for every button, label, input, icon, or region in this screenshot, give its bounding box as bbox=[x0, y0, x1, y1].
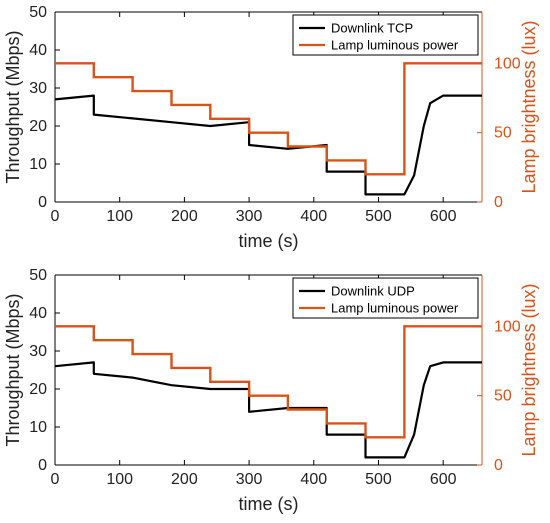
x-tick-label: 0 bbox=[51, 208, 60, 225]
x-tick-label: 400 bbox=[300, 208, 327, 225]
chart-panel-2: 0 100 200 300 400 500 60001020304050050100time… bbox=[3, 267, 539, 514]
x-tick-label: 500 bbox=[365, 471, 392, 488]
legend-box bbox=[292, 14, 479, 56]
y-tick-label: 0 bbox=[38, 457, 47, 474]
y-right-tick-label: 100 bbox=[494, 55, 521, 72]
x-tick-label: 600 bbox=[430, 208, 457, 225]
y-tick-label: 0 bbox=[38, 194, 47, 211]
y-tick-label: 40 bbox=[29, 42, 47, 59]
legend-label: Lamp luminous power bbox=[331, 38, 459, 53]
y-right-tick-label: 100 bbox=[494, 318, 521, 335]
legend-label: Downlink TCP bbox=[331, 21, 413, 36]
legend-label: Lamp luminous power bbox=[331, 301, 459, 316]
lamp-power-series bbox=[55, 325, 482, 439]
throughput-series bbox=[55, 361, 482, 459]
y-right-tick-label: 50 bbox=[494, 125, 512, 142]
x-tick-label: 100 bbox=[106, 208, 133, 225]
y-tick-label: 20 bbox=[29, 381, 47, 398]
legend-label: Downlink UDP bbox=[331, 284, 415, 299]
y-tick-label: 50 bbox=[29, 267, 47, 284]
y-right-tick-label: 0 bbox=[494, 194, 503, 211]
y-right-axis-label: Lamp brightness (lux) bbox=[519, 20, 539, 193]
chart-panel-1: 0 100 200 300 400 500 60001020304050050100time… bbox=[3, 4, 539, 251]
x-tick-label: 200 bbox=[171, 471, 198, 488]
y-axis-label: Throughput (Mbps) bbox=[3, 30, 23, 183]
x-tick-label: 100 bbox=[106, 471, 133, 488]
x-axis-label: time (s) bbox=[239, 231, 299, 251]
x-tick-label: 500 bbox=[365, 208, 392, 225]
y-tick-label: 20 bbox=[29, 118, 47, 135]
x-axis-label: time (s) bbox=[239, 494, 299, 514]
x-tick-label: 0 bbox=[51, 471, 60, 488]
y-tick-label: 10 bbox=[29, 156, 47, 173]
y-right-tick-label: 50 bbox=[494, 388, 512, 405]
y-tick-label: 40 bbox=[29, 305, 47, 322]
x-tick-label: 200 bbox=[171, 208, 198, 225]
throughput-series bbox=[55, 94, 482, 196]
y-tick-label: 30 bbox=[29, 343, 47, 360]
x-tick-label: 600 bbox=[430, 471, 457, 488]
legend-box bbox=[292, 277, 479, 319]
y-right-axis-label: Lamp brightness (lux) bbox=[519, 283, 539, 456]
y-right-tick-label: 0 bbox=[494, 457, 503, 474]
y-tick-label: 50 bbox=[29, 4, 47, 21]
x-tick-label: 400 bbox=[300, 471, 327, 488]
y-tick-label: 30 bbox=[29, 80, 47, 97]
y-tick-label: 10 bbox=[29, 419, 47, 436]
lamp-power-series bbox=[55, 62, 482, 176]
x-tick-label: 300 bbox=[236, 471, 263, 488]
x-tick-label: 300 bbox=[236, 208, 263, 225]
y-axis-label: Throughput (Mbps) bbox=[3, 293, 23, 446]
